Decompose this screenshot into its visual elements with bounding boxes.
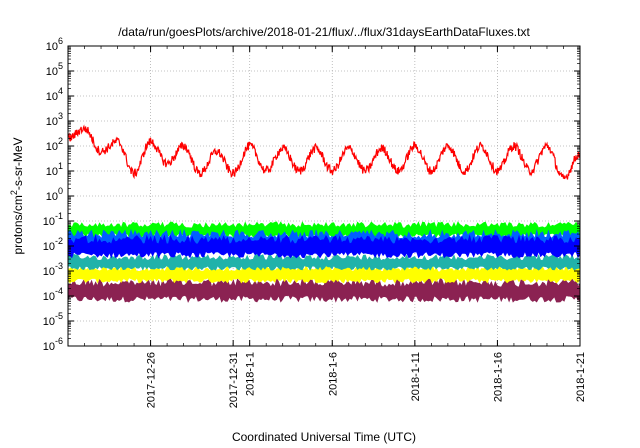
y-tick-label: 102 (46, 136, 63, 153)
y-tick-label: 104 (46, 86, 63, 103)
y-tick-label: 10-6 (43, 336, 63, 353)
y-tick-label: 105 (46, 61, 63, 78)
y-axis-label: protons/cm2-s-sr-MeV (9, 137, 25, 254)
y-tick-label: 106 (46, 36, 63, 53)
y-tick-label: 101 (46, 161, 63, 178)
y-tick-label: 10-2 (43, 236, 63, 253)
y-tick-label: 10-1 (43, 211, 63, 228)
series-band-4 (68, 253, 580, 271)
y-tick-label: 10-3 (43, 261, 63, 278)
series-band-6 (68, 276, 580, 303)
x-tick-label: 2018-1-11 (410, 352, 422, 401)
y-tick-label: 103 (46, 111, 63, 128)
y-axis-ticks: 10-6 10-5 10-4 10-3 10-2 10-1 100 101 102 103 104 1… (43, 36, 580, 353)
x-tick-label: 2017-12-26 (146, 352, 158, 408)
y-tick-label: 10-4 (43, 286, 63, 303)
y-tick-label: 10-5 (43, 311, 63, 328)
chart-title: /data/run/goesPlots/archive/2018-01-21/f… (118, 25, 530, 39)
x-tick-label: 2018-1-21 (575, 352, 587, 402)
x-tick-label: 2018-1-6 (327, 352, 339, 396)
x-tick-label: 2018-1-16 (492, 352, 504, 402)
y-tick-label: 100 (46, 186, 63, 203)
x-axis-label: Coordinated Universal Time (UTC) (232, 430, 416, 444)
x-tick-label: 2017-12-31 (228, 352, 240, 408)
x-tick-label: 2018-1-1 (245, 352, 257, 396)
series-band-3 (68, 234, 580, 259)
plot-series (68, 124, 580, 303)
series-line-0 (68, 124, 580, 180)
plot-frame (67, 45, 581, 347)
